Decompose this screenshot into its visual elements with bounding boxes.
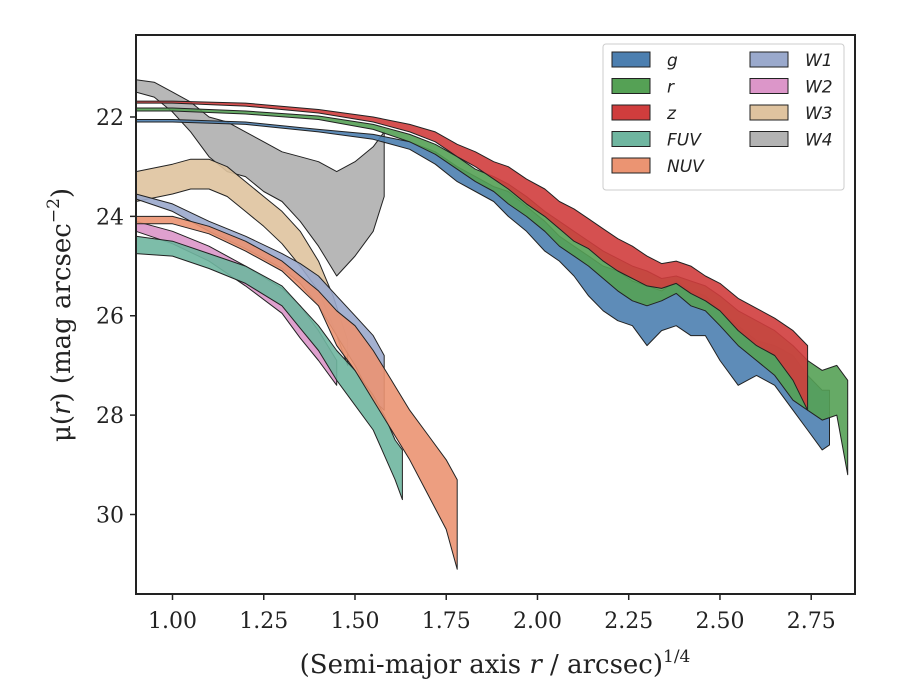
legend-label-z: z [666,104,677,124]
legend-label-nuv: NUV [667,157,705,177]
legend-swatch-w1 [749,51,789,68]
x-axis-ticks: 1.00 1.25 1.50 1.75 2.00 2.25 2.50 2.75 [148,594,836,634]
legend-label-w2: W2 [805,78,833,98]
legend-swatch-fuv [611,131,651,147]
x-tick-label: 2.50 [695,609,744,634]
legend-label-w4: W4 [805,131,833,151]
y-tick-label: 22 [96,106,124,131]
x-tick-label: 2.00 [513,609,562,634]
series-band-z [135,100,809,411]
legend-swatch-g [611,51,651,68]
series-band-nuv [135,215,458,570]
legend-label-fuv: FUV [667,131,702,151]
x-axis-title: (Semi-major axis r / arcsec)1/4 [300,647,691,680]
y-tick-label: 30 [96,503,124,528]
legend-swatch-w2 [749,78,789,94]
plot-frame [135,34,856,595]
y-tick-label: 26 [96,305,124,330]
legend-swatch-r [611,78,651,94]
x-tick-label: 2.25 [604,609,653,634]
legend-label-w1: W1 [805,51,833,71]
x-tick-label: 1.75 [422,609,471,634]
series-band-fuv [135,235,403,501]
y-axis-ticks: 22 24 26 28 30 [96,106,136,528]
legend-swatch-z [611,104,651,121]
x-tick-label: 1.25 [239,609,288,634]
y-axis-title: μ(r) (mag arcsec−2) [44,188,77,442]
legend-label-w3: W3 [805,104,833,124]
legend-swatch-w4 [749,131,789,147]
x-tick-label: 2.75 [787,609,836,634]
y-tick-label: 28 [96,404,124,429]
legend-label-g: g [667,51,678,71]
series-layer [135,79,849,570]
y-tick-label: 24 [96,205,124,230]
legend: grz FUV NUV W1 W2 W3 W4 [602,43,845,191]
legend-swatch-nuv [611,157,651,174]
x-tick-label: 1.50 [330,609,379,634]
legend-swatch-w3 [749,104,789,121]
legend-label-r: r [667,78,675,98]
x-tick-label: 1.00 [148,609,197,634]
